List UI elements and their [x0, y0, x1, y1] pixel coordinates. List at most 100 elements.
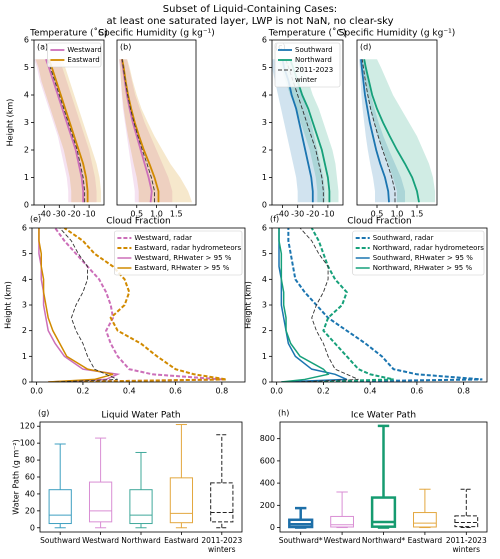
y-tick-label: 400	[260, 479, 275, 488]
x-tick-label: Southward*	[278, 536, 323, 545]
legend-label-box: 2011-2023 winter median	[295, 66, 334, 84]
legend-label-box: Southward	[295, 46, 333, 54]
profile-line	[278, 228, 330, 382]
x-tick-label: -30	[291, 210, 304, 219]
x-tick-label: 2011-2023 winters	[445, 536, 487, 554]
x-tick-label: 0.2	[77, 387, 90, 396]
profile-line	[121, 59, 155, 203]
profile-line	[55, 228, 118, 382]
plot-frame	[116, 39, 197, 206]
y-tick-label: 3	[22, 301, 27, 310]
panel-label: (d)	[360, 43, 371, 52]
plot-area	[359, 59, 435, 203]
y-tick-label: 0	[270, 523, 275, 532]
legend-label: Westward, RHwater > 95 %	[134, 254, 232, 262]
profile-line	[295, 228, 359, 382]
panel-title: Specific Humidity (g kg⁻¹)	[339, 29, 455, 39]
profile-line	[38, 228, 114, 382]
x-tick-label: 0.2	[317, 387, 330, 396]
box	[454, 515, 479, 528]
legend-label: Eastward	[67, 56, 100, 64]
y-tick-label: 40	[25, 489, 35, 498]
x-tick-label: 0.0	[30, 387, 43, 396]
legend-label-box: Westward	[67, 46, 101, 54]
x-tick-label: 0.0	[270, 387, 283, 396]
legend-label-box: Eastward, RHwater > 95 %	[134, 264, 230, 272]
y-tick-label: 4	[262, 91, 267, 100]
plot-frame	[271, 39, 344, 206]
plot-frame	[31, 227, 246, 383]
legend-label: Eastward, RHwater > 95 %	[134, 264, 230, 272]
legend-box	[47, 42, 102, 68]
legend-label: 2011-2023 winter median	[295, 66, 334, 84]
x-tick-label: 0.4	[123, 387, 136, 396]
y-tick-label: 3	[262, 301, 267, 310]
x-tick-label: -40	[38, 210, 51, 219]
legend-box	[274, 42, 341, 88]
range-band	[119, 59, 193, 203]
plot-frame	[33, 39, 105, 206]
y-tick-label: 2	[262, 146, 267, 155]
y-axis-label: Water Path (g m⁻²)	[12, 439, 21, 514]
y-tick-label: 0	[262, 378, 267, 387]
legend-label: Southward	[295, 46, 333, 54]
x-tick-label: -20	[306, 210, 319, 219]
box	[169, 477, 194, 524]
x-tick-label: 0.4	[364, 387, 377, 396]
legend-label-box: Eastward	[67, 56, 100, 64]
y-tick-label: 60	[25, 473, 35, 482]
plot-frame	[279, 421, 488, 533]
y-tick-label: 3	[24, 118, 29, 127]
y-tick-label: 3	[262, 118, 267, 127]
y-tick-label: 5	[262, 63, 267, 72]
legend-label-box: Northward, radar hydrometeors	[372, 244, 484, 252]
y-tick-label: 20	[25, 506, 35, 515]
x-tick-label: -10	[83, 210, 96, 219]
panel-title: Cloud Fraction	[106, 217, 171, 227]
box	[413, 512, 437, 528]
y-axis-label: Height (km)	[4, 281, 13, 329]
panel-label: (a)	[37, 43, 48, 52]
x-tick-label: Northward*	[361, 536, 406, 545]
x-tick-label: -10	[321, 210, 334, 219]
y-tick-label: 5	[22, 249, 27, 258]
panel-title: Temperature (˚C)	[29, 28, 108, 39]
y-tick-label: 1	[22, 352, 27, 361]
range-band	[278, 59, 339, 203]
x-tick-label: 0.6	[411, 387, 424, 396]
legend-label: Northward, radar hydrometeors	[372, 244, 484, 252]
x-tick-label-box: Eastward	[408, 536, 443, 545]
y-tick-label: 0	[22, 378, 27, 387]
figure-subtitle: at least one saturated layer, LWP is not…	[106, 16, 393, 27]
x-tick-label: 0.5	[130, 210, 143, 219]
y-tick-label: 1	[262, 352, 267, 361]
panel-label: (h)	[278, 409, 289, 418]
panel-title: Liquid Water Path	[101, 411, 180, 421]
legend-label-box: Eastward, radar hydrometeors	[134, 244, 241, 252]
range-band	[359, 59, 405, 203]
y-tick-label: 0	[24, 201, 29, 210]
range-band	[361, 59, 435, 203]
box	[330, 515, 354, 528]
x-tick-label-box: Southward*	[278, 536, 323, 545]
x-tick-label: 1.5	[170, 210, 183, 219]
y-tick-label: 1	[262, 173, 267, 182]
y-tick-label: 0	[262, 201, 267, 210]
x-tick-label: Northward	[121, 536, 161, 545]
y-tick-label: 1	[24, 173, 29, 182]
plot-frame	[271, 227, 488, 383]
y-tick-label: 2	[262, 326, 267, 335]
x-tick-label-box: 2011-2023 winters	[445, 536, 487, 554]
box	[210, 482, 234, 523]
y-tick-label: 2	[24, 146, 29, 155]
plot-area	[118, 59, 193, 203]
legend-box	[352, 230, 485, 276]
plot-frame	[39, 421, 243, 533]
profile-line	[46, 59, 86, 203]
y-tick-label: 800	[260, 434, 275, 443]
x-tick-label-box: Southward	[40, 536, 80, 545]
x-tick-label: 0.8	[215, 387, 228, 396]
x-tick-label: Eastward	[164, 536, 199, 545]
y-tick-label: 80	[25, 456, 35, 465]
y-tick-label: 2	[22, 326, 27, 335]
